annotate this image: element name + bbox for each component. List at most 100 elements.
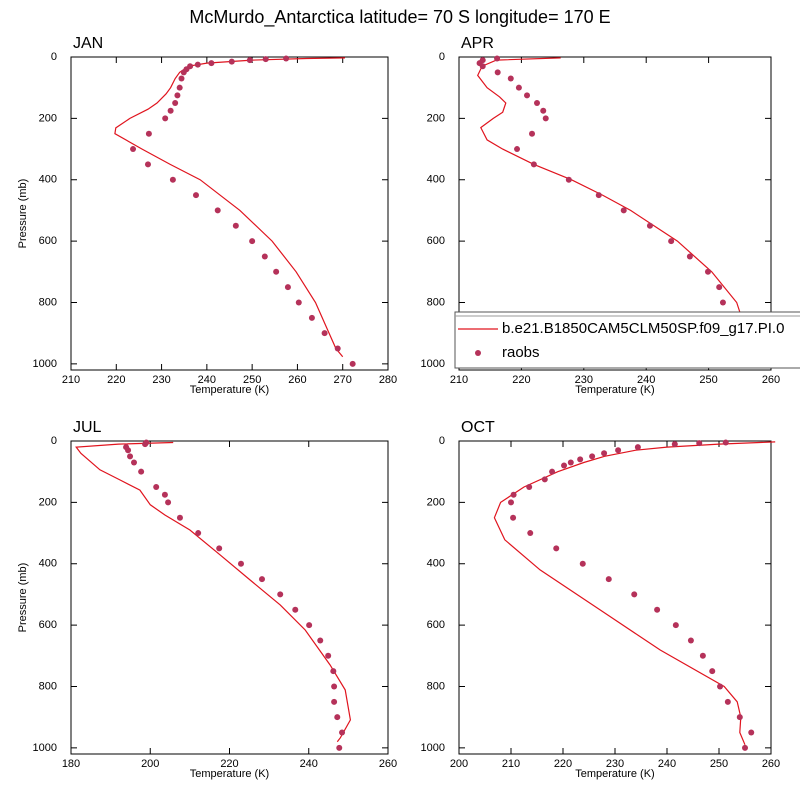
y-tick-label: 0 <box>51 51 57 63</box>
obs-point <box>153 484 160 491</box>
obs-point <box>577 456 584 463</box>
obs-point <box>699 652 706 659</box>
obs-point <box>162 115 169 122</box>
obs-point <box>283 55 290 62</box>
y-tick-label: 800 <box>39 296 57 308</box>
obs-point <box>605 576 612 583</box>
x-tick-label: 200 <box>450 758 468 770</box>
obs-point <box>142 441 149 448</box>
obs-point <box>510 514 517 521</box>
x-tick-label: 210 <box>450 374 468 386</box>
profile-line <box>477 57 743 355</box>
obs-point <box>262 56 269 63</box>
obs-point <box>306 622 313 629</box>
obs-point <box>668 238 675 245</box>
obs-point <box>246 57 253 64</box>
x-tick-label: 220 <box>554 758 572 770</box>
obs-point <box>722 439 729 446</box>
obs-point <box>620 207 627 214</box>
panel: JUL Temperature (K) Pressure (mb) 180 200 220… <box>17 419 397 780</box>
plot-frame <box>70 440 389 755</box>
x-tick-label: 230 <box>575 374 593 386</box>
panel-title: APR <box>461 35 494 52</box>
obs-point <box>176 514 183 521</box>
obs-point <box>192 192 199 199</box>
x-tick-label: 260 <box>379 758 397 770</box>
y-axis-label: Pressure (mb) <box>17 179 29 249</box>
obs-point <box>565 176 572 183</box>
obs-point <box>646 222 653 229</box>
obs-point <box>237 560 244 567</box>
obs-point <box>331 683 338 690</box>
profile-line <box>114 57 346 358</box>
obs-point <box>542 115 549 122</box>
y-tick-label: 0 <box>51 435 57 447</box>
obs-point <box>579 560 586 567</box>
obs-point <box>178 75 185 82</box>
x-tick-label: 230 <box>152 374 170 386</box>
obs-point <box>325 652 332 659</box>
obs-point <box>195 530 202 537</box>
y-tick-label: 400 <box>39 558 57 570</box>
x-axis-label: Temperature (K) <box>190 768 269 780</box>
obs-point <box>534 100 540 107</box>
y-tick-label: 200 <box>39 112 57 124</box>
plot-frame <box>458 440 772 755</box>
obs-point <box>138 468 145 475</box>
obs-point <box>595 192 602 199</box>
obs-point <box>717 683 724 690</box>
obs-point <box>742 744 748 751</box>
obs-point <box>321 330 328 337</box>
y-tick-label: 200 <box>427 112 445 124</box>
x-tick-label: 240 <box>198 374 216 386</box>
obs-point <box>261 253 268 260</box>
panel-title: OCT <box>461 419 495 436</box>
obs-point <box>494 55 501 62</box>
x-axis-label: Temperature (K) <box>190 384 269 396</box>
obs-point <box>671 441 678 448</box>
obs-point <box>615 447 622 454</box>
obs-point <box>686 253 693 260</box>
obs-point <box>331 698 338 705</box>
x-tick-label: 220 <box>512 374 530 386</box>
x-tick-label: 180 <box>62 758 80 770</box>
y-tick-label: 400 <box>39 174 57 186</box>
y-tick-label: 400 <box>427 558 445 570</box>
x-tick-label: 250 <box>710 758 728 770</box>
obs-point <box>174 92 181 99</box>
x-tick-label: 260 <box>762 758 780 770</box>
y-tick-label: 800 <box>427 296 445 308</box>
panel: APR Temperature (K) 210 220 230 240 250 260 0 200… <box>421 35 800 396</box>
obs-point <box>125 447 132 454</box>
obs-point <box>317 637 324 644</box>
x-tick-label: 210 <box>502 758 520 770</box>
x-tick-label: 240 <box>300 758 318 770</box>
obs-point <box>334 345 341 352</box>
obs-point <box>527 530 534 537</box>
obs-point <box>561 462 568 469</box>
figure-title: McMurdo_Antarctica latitude= 70 S longit… <box>189 7 610 28</box>
obs-point <box>161 491 168 498</box>
obs-point <box>349 360 356 367</box>
obs-point <box>654 606 661 613</box>
obs-point <box>736 714 743 721</box>
x-tick-label: 220 <box>220 758 238 770</box>
obs-point <box>172 100 179 107</box>
obs-point <box>330 668 337 675</box>
y-tick-label: 0 <box>439 435 445 447</box>
obs-point <box>601 450 608 457</box>
x-tick-label: 240 <box>658 758 676 770</box>
obs-point <box>479 63 486 70</box>
y-tick-label: 400 <box>427 174 445 186</box>
y-tick-label: 600 <box>427 619 445 631</box>
y-tick-label: 200 <box>39 496 57 508</box>
y-tick-label: 1000 <box>33 742 57 754</box>
obs-point <box>541 476 548 483</box>
x-axis-label: Temperature (K) <box>575 768 654 780</box>
obs-point <box>169 176 176 183</box>
panel: OCT Temperature (K) 200 210 220 230 240 250 260 0… <box>421 419 781 780</box>
y-axis-label: Pressure (mb) <box>17 563 29 633</box>
obs-point <box>672 622 679 629</box>
plot-frame <box>70 56 389 371</box>
